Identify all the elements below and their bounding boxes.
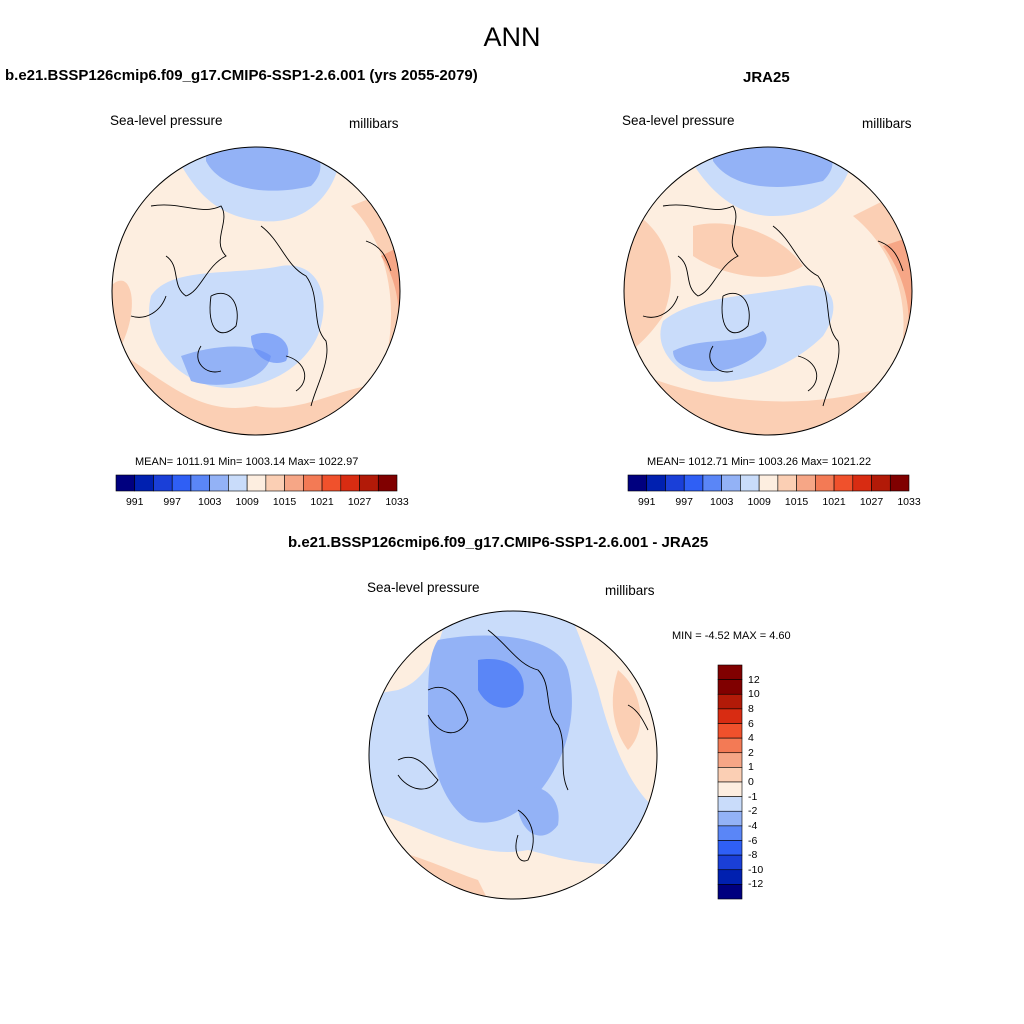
obs-colorbar-swatch	[758, 474, 779, 492]
diff-colorbar-swatch	[717, 664, 743, 680]
model-units-label: millibars	[349, 116, 399, 131]
obs-colorbar-tick-label: 997	[675, 496, 693, 508]
model-colorbar-swatch	[303, 474, 323, 492]
diff-colorbar-labels: 12 10 8 6 4 2 1 0 -1 -2 -4 -6 -8 -10 -12	[748, 665, 788, 899]
diff-colorbar-tick-label: -4	[748, 819, 758, 832]
obs-colorbar-tick-label: 1033	[897, 496, 921, 508]
diff-colorbar-swatch	[717, 810, 743, 827]
obs-colorbar-tick-label: 1003	[709, 496, 734, 508]
obs-colorbar-swatch	[646, 474, 666, 492]
obs-colorbar-labels: 991 997 1003 1009 1015 1021 1027 1033	[628, 496, 921, 510]
model-colorbar-tick-label: 1033	[385, 496, 409, 508]
model-colorbar-swatch	[134, 474, 154, 492]
obs-panel-title: JRA25	[743, 69, 790, 86]
model-colorbar-swatch	[359, 474, 379, 492]
model-colorbar-swatch	[171, 474, 192, 492]
diff-colorbar-tick-label: 6	[748, 717, 754, 730]
model-colorbar-tick-label: 1003	[197, 496, 222, 508]
diff-colorbar-tick-label: -12	[748, 878, 764, 891]
obs-polar-map	[623, 146, 913, 436]
model-colorbar-tick-label: 1009	[235, 496, 259, 508]
diff-colorbar	[717, 664, 743, 900]
model-colorbar-labels: 991 997 1003 1009 1015 1021 1027 1033	[116, 496, 409, 510]
model-colorbar-swatch	[377, 474, 398, 492]
model-colorbar-swatch	[115, 474, 136, 492]
diff-stats: MIN = -4.52 MAX = 4.60	[672, 630, 791, 642]
model-colorbar-swatch	[265, 474, 285, 492]
obs-units-label: millibars	[862, 116, 912, 131]
obs-colorbar-tick-label: 1021	[822, 496, 846, 508]
diff-colorbar-swatch	[717, 840, 743, 856]
obs-colorbar-swatch	[721, 474, 741, 492]
obs-colorbar-swatch	[777, 474, 797, 492]
model-colorbar-swatch	[246, 474, 267, 492]
model-stats: MEAN= 1011.91 Min= 1003.14 Max= 1022.97	[135, 456, 359, 468]
diff-colorbar-tick-label: 2	[748, 746, 754, 759]
obs-colorbar-swatch	[702, 474, 722, 492]
diff-colorbar-tick-label: -2	[748, 805, 758, 818]
obs-variable-label: Sea-level pressure	[622, 113, 735, 128]
model-colorbar-tick-label: 991	[125, 496, 144, 508]
obs-colorbar-swatch	[796, 474, 816, 492]
model-colorbar-swatch	[209, 474, 229, 492]
obs-colorbar-tick-label: 1015	[784, 496, 809, 508]
model-colorbar	[115, 474, 398, 492]
diff-colorbar-tick-label: 1	[748, 761, 754, 774]
diff-colorbar-tick-label: -1	[748, 790, 758, 803]
obs-colorbar-swatch	[852, 474, 872, 492]
obs-colorbar-tick-label: 1027	[859, 496, 884, 508]
diff-polar-map	[368, 610, 658, 900]
model-colorbar-swatch	[321, 474, 342, 492]
diff-colorbar-tick-label: -8	[748, 849, 758, 862]
model-colorbar-swatch	[228, 474, 248, 492]
obs-colorbar-swatch	[889, 474, 910, 492]
diff-colorbar-swatch	[717, 723, 743, 739]
diff-colorbar-swatch	[717, 693, 743, 710]
obs-colorbar-swatch	[871, 474, 891, 492]
diff-colorbar-tick-label: -10	[748, 863, 764, 876]
diff-colorbar-swatch	[717, 752, 743, 768]
obs-colorbar-tick-label: 991	[637, 496, 656, 508]
obs-colorbar-swatch	[833, 474, 854, 492]
diff-colorbar-swatch	[717, 767, 743, 783]
obs-colorbar	[627, 474, 910, 492]
model-variable-label: Sea-level pressure	[110, 113, 223, 128]
obs-stats: MEAN= 1012.71 Min= 1003.26 Max= 1021.22	[647, 456, 872, 468]
diff-colorbar-swatch	[717, 796, 743, 812]
diff-colorbar-swatch	[717, 679, 743, 695]
model-colorbar-swatch	[284, 474, 304, 492]
diff-colorbar-tick-label: 10	[748, 688, 760, 701]
diff-units-label: millibars	[605, 583, 655, 598]
diff-colorbar-swatch	[717, 781, 743, 797]
obs-colorbar-swatch	[683, 474, 704, 492]
obs-colorbar-swatch	[740, 474, 760, 492]
obs-colorbar-swatch	[815, 474, 835, 492]
model-colorbar-tick-label: 1021	[310, 496, 334, 508]
figure-title: ANN	[483, 22, 541, 52]
diff-variable-label: Sea-level pressure	[367, 580, 480, 595]
model-colorbar-swatch	[153, 474, 173, 492]
model-colorbar-tick-label: 1015	[272, 496, 297, 508]
diff-colorbar-tick-label: 4	[748, 732, 754, 745]
diff-colorbar-tick-label: 0	[748, 776, 754, 788]
diff-colorbar-swatch	[717, 884, 743, 900]
obs-colorbar-tick-label: 1009	[747, 496, 771, 508]
model-colorbar-tick-label: 997	[163, 496, 181, 508]
diff-colorbar-swatch	[717, 825, 743, 841]
diff-colorbar-tick-label: -6	[748, 834, 758, 847]
diff-colorbar-swatch	[717, 737, 743, 754]
diff-colorbar-tick-label: 12	[748, 673, 760, 686]
diff-colorbar-swatch	[717, 854, 743, 871]
model-colorbar-swatch	[190, 474, 210, 492]
obs-colorbar-swatch	[627, 474, 648, 492]
model-polar-map	[111, 146, 401, 436]
model-panel-title: b.e21.BSSP126cmip6.f09_g17.CMIP6-SSP1-2.…	[5, 67, 478, 84]
diff-colorbar-swatch	[717, 708, 743, 724]
diff-colorbar-tick-label: 8	[748, 702, 754, 715]
diff-panel-title: b.e21.BSSP126cmip6.f09_g17.CMIP6-SSP1-2.…	[288, 534, 709, 551]
obs-colorbar-swatch	[665, 474, 685, 492]
model-colorbar-swatch	[340, 474, 360, 492]
diff-colorbar-swatch	[717, 869, 743, 885]
model-colorbar-tick-label: 1027	[347, 496, 372, 508]
